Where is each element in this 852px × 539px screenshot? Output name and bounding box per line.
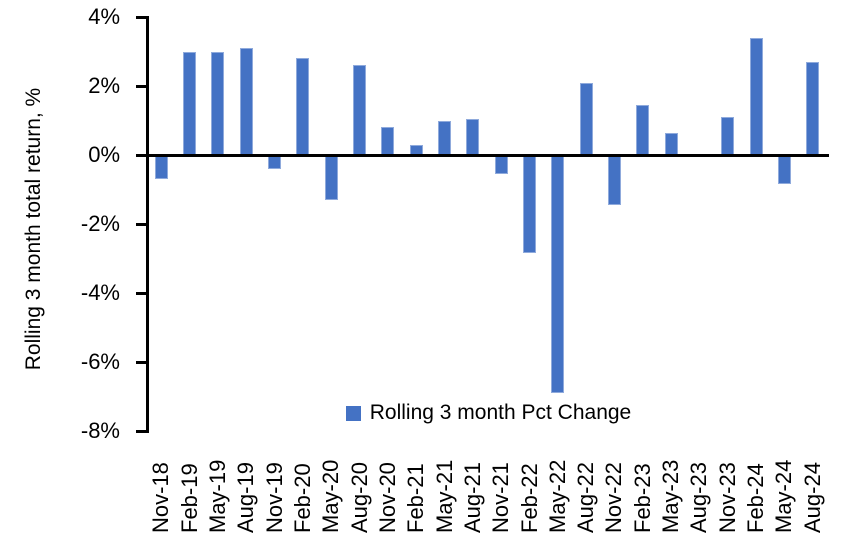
bar xyxy=(777,155,791,185)
bar xyxy=(636,105,650,155)
bar xyxy=(806,61,820,155)
x-tick-label: May-20 xyxy=(318,459,344,533)
x-tick-label: Nov-22 xyxy=(601,462,627,533)
y-tick-mark xyxy=(136,429,146,433)
bar xyxy=(353,65,366,155)
bar xyxy=(324,155,338,200)
bar xyxy=(466,118,480,155)
y-tick-label: 2% xyxy=(88,73,120,98)
bar xyxy=(664,132,678,155)
y-tick-mark xyxy=(136,15,146,19)
x-tick-label: Nov-21 xyxy=(488,462,514,533)
bar xyxy=(183,51,196,155)
x-tick-label: Nov-19 xyxy=(261,462,287,533)
legend: Rolling 3 month Pct Change xyxy=(147,400,830,426)
y-tick-label: -6% xyxy=(80,349,120,374)
x-tick-label: May-24 xyxy=(771,459,797,533)
x-tick-label: Feb-19 xyxy=(176,463,202,533)
x-tick-label: Nov-20 xyxy=(374,462,400,533)
bar xyxy=(523,155,536,254)
zero-axis-line xyxy=(146,153,829,157)
y-tick-label: -8% xyxy=(80,418,120,443)
x-tick-label: May-21 xyxy=(431,459,457,533)
x-tick-label: Aug-20 xyxy=(346,462,372,533)
y-tick-label: 4% xyxy=(88,4,120,29)
x-tick-label: Aug-23 xyxy=(686,462,712,533)
y-tick-mark xyxy=(136,360,146,364)
bar xyxy=(749,37,763,155)
y-tick-mark xyxy=(136,153,146,157)
y-tick-label: -4% xyxy=(80,280,120,305)
y-tick-label: 0% xyxy=(88,142,120,167)
x-tick-label: Aug-24 xyxy=(799,462,825,533)
bar xyxy=(551,155,565,394)
bar xyxy=(579,82,593,155)
y-axis-line xyxy=(146,15,149,433)
x-tick-label: Feb-21 xyxy=(403,463,429,533)
x-tick-label: Feb-24 xyxy=(743,463,769,533)
x-tick-label: May-23 xyxy=(658,459,684,533)
x-tick-label: May-22 xyxy=(544,459,570,533)
bar xyxy=(154,155,168,180)
x-tick-label: Feb-20 xyxy=(289,463,315,533)
bar xyxy=(607,155,621,205)
x-tick-label: Nov-18 xyxy=(148,462,174,533)
x-tick-label: Nov-23 xyxy=(714,462,740,533)
bar xyxy=(494,155,508,174)
bar xyxy=(381,127,395,155)
y-tick-mark xyxy=(136,291,146,295)
bar xyxy=(296,58,310,155)
x-tick-label: Feb-23 xyxy=(629,463,655,533)
bar xyxy=(239,48,253,155)
bar xyxy=(438,120,451,155)
y-tick-mark xyxy=(136,222,146,226)
bar xyxy=(268,155,281,169)
x-tick-label: Feb-22 xyxy=(516,463,542,533)
bar xyxy=(211,51,225,155)
y-tick-label: -2% xyxy=(80,211,120,236)
y-tick-mark xyxy=(136,84,146,88)
legend-color-swatch xyxy=(345,405,361,421)
x-tick-label: Aug-22 xyxy=(573,462,599,533)
x-tick-label: Aug-19 xyxy=(233,462,259,533)
legend-label: Rolling 3 month Pct Change xyxy=(369,401,632,424)
x-tick-label: Aug-21 xyxy=(459,462,485,533)
x-tick-label: May-19 xyxy=(204,459,230,533)
bar xyxy=(721,117,735,155)
